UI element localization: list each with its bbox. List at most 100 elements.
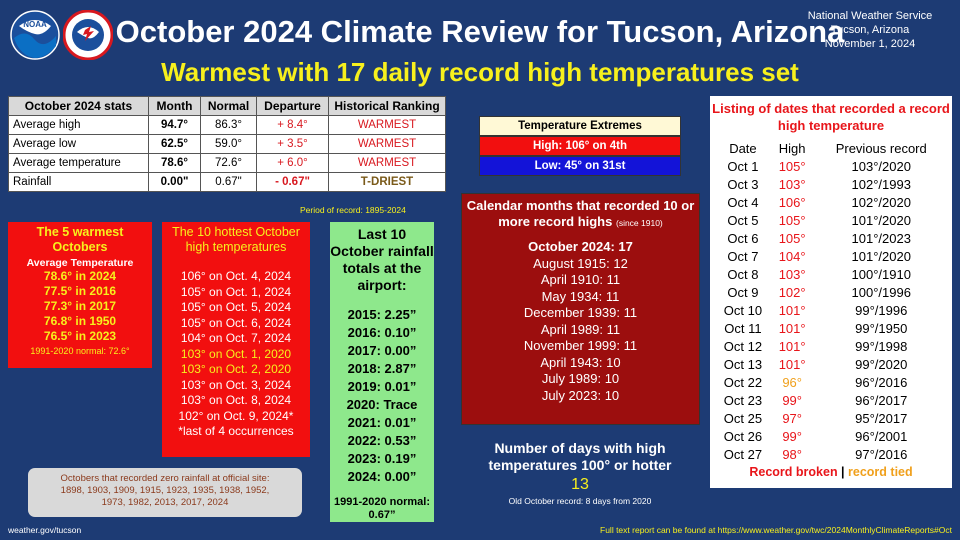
record-date: Oct 5 [727,212,759,228]
table-row: Oct 10 101° 99°/1996 [714,301,950,319]
record-date: Oct 26 [723,428,763,444]
record-date: Oct 23 [723,392,763,408]
table-row: Oct 13 101° 99°/2020 [714,355,950,373]
stats-normal: 0.67" [200,172,257,192]
rainfall-list: 2015: 2.25” 2016: 0.10” 2017: 0.00” 2018… [330,306,434,486]
table-row: Oct 9 102° 100°/1996 [714,283,950,301]
stats-header: October 2024 stats [8,96,149,116]
months-list: October 2024: 17 August 1915: 12 April 1… [462,239,699,404]
table-row: Rainfall 0.00" 0.67" - 0.67" T-DRIEST [8,172,446,192]
record-date: Oct 7 [727,248,759,264]
list-item: 76.5° in 2023 [43,329,117,343]
record-high: 104° [778,248,806,264]
list-item: October 2024: 17 [528,239,633,254]
stats-label: Average temperature [8,153,149,173]
stats-departure: - 0.67" [256,172,329,192]
extreme-low: Low: 45° on 31st [479,156,681,176]
section-title: Number of days with high temperatures 10… [488,440,672,473]
table-row: Oct 22 96° 96°/2016 [714,373,950,391]
stats-label: Average low [8,134,149,154]
previous-record: 96°/2017 [855,392,908,408]
record-high: 96° [782,374,802,390]
hottest-list: 106° on Oct. 4, 2024 105° on Oct. 1, 202… [162,269,310,440]
table-row: Average temperature 78.6° 72.6° + 6.0° W… [8,153,446,173]
list-item: 2018: 2.87” [347,361,417,376]
list-item: 104° on Oct. 7, 2024 [180,331,292,345]
hottest-highs-box: The 10 hottest October high temperatures… [162,222,310,457]
column-header: Date [729,140,757,156]
nws-office-info: National Weather Service Tucson, Arizona… [790,9,950,51]
record-high: 101° [778,302,806,318]
stats-month: 0.00" [148,172,201,192]
previous-record: 100°/1996 [851,284,911,300]
section-note: Old October record: 8 days from 2020 [508,496,652,506]
box-title-text: Calendar months that recorded 10 or more… [466,198,695,229]
list-item: 2022: 0.53” [347,433,417,448]
record-high: 102° [778,284,806,300]
record-date: Oct 6 [727,230,759,246]
record-high: 99° [782,428,802,444]
list-item: April 1989: 11 [540,321,621,337]
table-row: Average high 94.7° 86.3° + 8.4° WARMEST [8,115,446,135]
previous-record: 96°/2001 [855,428,908,444]
temperature-extremes: Temperature Extremes High: 106° on 4th L… [479,116,681,176]
record-high: 106° [778,194,806,210]
list-item: 2015: 2.25” [347,307,417,322]
previous-record: 101°/2020 [851,248,911,264]
days-100-value: 13 [571,476,589,493]
record-legend: Record broken | record tied [710,465,952,479]
stats-ranking: WARMEST [328,115,446,135]
previous-record: 101°/2020 [851,212,911,228]
footer-website[interactable]: weather.gov/tucson [8,525,82,535]
box-title-since: (since 1910) [615,218,663,228]
previous-record: 103°/2020 [851,158,911,174]
box-subtitle: Average Temperature [26,257,134,269]
record-high: 105° [778,230,806,246]
record-highs-box: Listing of dates that recorded a record … [710,96,952,488]
record-date: Oct 22 [723,374,763,390]
table-row: Oct 25 97° 95°/2017 [714,409,950,427]
stats-departure: + 8.4° [256,115,329,135]
list-item: 103° on Oct. 2, 2020 [180,362,292,376]
record-high: 101° [778,320,806,336]
record-highs-body: Oct 1 105° 103°/2020 Oct 3 103° 102°/1993 Oct … [714,157,950,463]
record-date: Oct 27 [723,446,763,462]
stats-normal: 86.3° [200,115,257,135]
table-row: Oct 12 101° 99°/1998 [714,337,950,355]
list-item: November 1999: 11 [523,338,638,353]
stats-header-row: October 2024 stats Month Normal Departur… [8,96,446,116]
table-row: Oct 26 99° 96°/2001 [714,427,950,445]
box-note: *last of 4 occurrences [178,424,294,438]
column-header: High [778,140,806,156]
box-title: Octobers that recorded zero rainfall at … [60,473,270,484]
noaa-logo: NOAA [10,10,60,60]
legend-separator: | [837,465,849,479]
previous-record: 97°/2016 [855,446,908,462]
previous-record: 96°/2016 [855,374,908,390]
list-item: December 1939: 11 [523,305,638,320]
list-item: 105° on Oct. 6, 2024 [180,315,292,330]
stats-label: Average high [8,115,149,135]
table-row: Average low 62.5° 59.0° + 3.5° WARMEST [8,134,446,154]
list-item: July 2023: 10 [541,387,620,403]
list-item: 105° on Oct. 5, 2024 [180,300,292,314]
table-row: Oct 3 103° 102°/1993 [714,175,950,193]
record-high: 105° [778,158,806,174]
warmest-octobers-box: The 5 warmest Octobers Average Temperatu… [8,222,152,368]
list-item: 2016: 0.10” [347,325,417,340]
list-item: May 1934: 11 [541,288,620,304]
previous-record: 99°/1998 [855,338,908,354]
record-date: Oct 12 [723,338,763,354]
stats-header: Month [148,96,201,116]
nws-line: Tucson, Arizona [830,24,910,36]
stats-label: Rainfall [8,172,149,192]
list-item: 77.3° in 2017 [43,299,117,313]
previous-record: 102°/1993 [851,176,911,192]
footer-report-link[interactable]: Full text report can be found at https:/… [600,525,952,535]
box-note: 1991-2020 normal: 72.6° [30,346,130,356]
table-row: Oct 5 105° 101°/2020 [714,211,950,229]
table-row: Oct 11 101° 99°/1950 [714,319,950,337]
box-title: Calendar months that recorded 10 or more… [462,194,699,231]
record-high: 98° [782,446,802,462]
previous-record: 99°/1950 [855,320,908,336]
